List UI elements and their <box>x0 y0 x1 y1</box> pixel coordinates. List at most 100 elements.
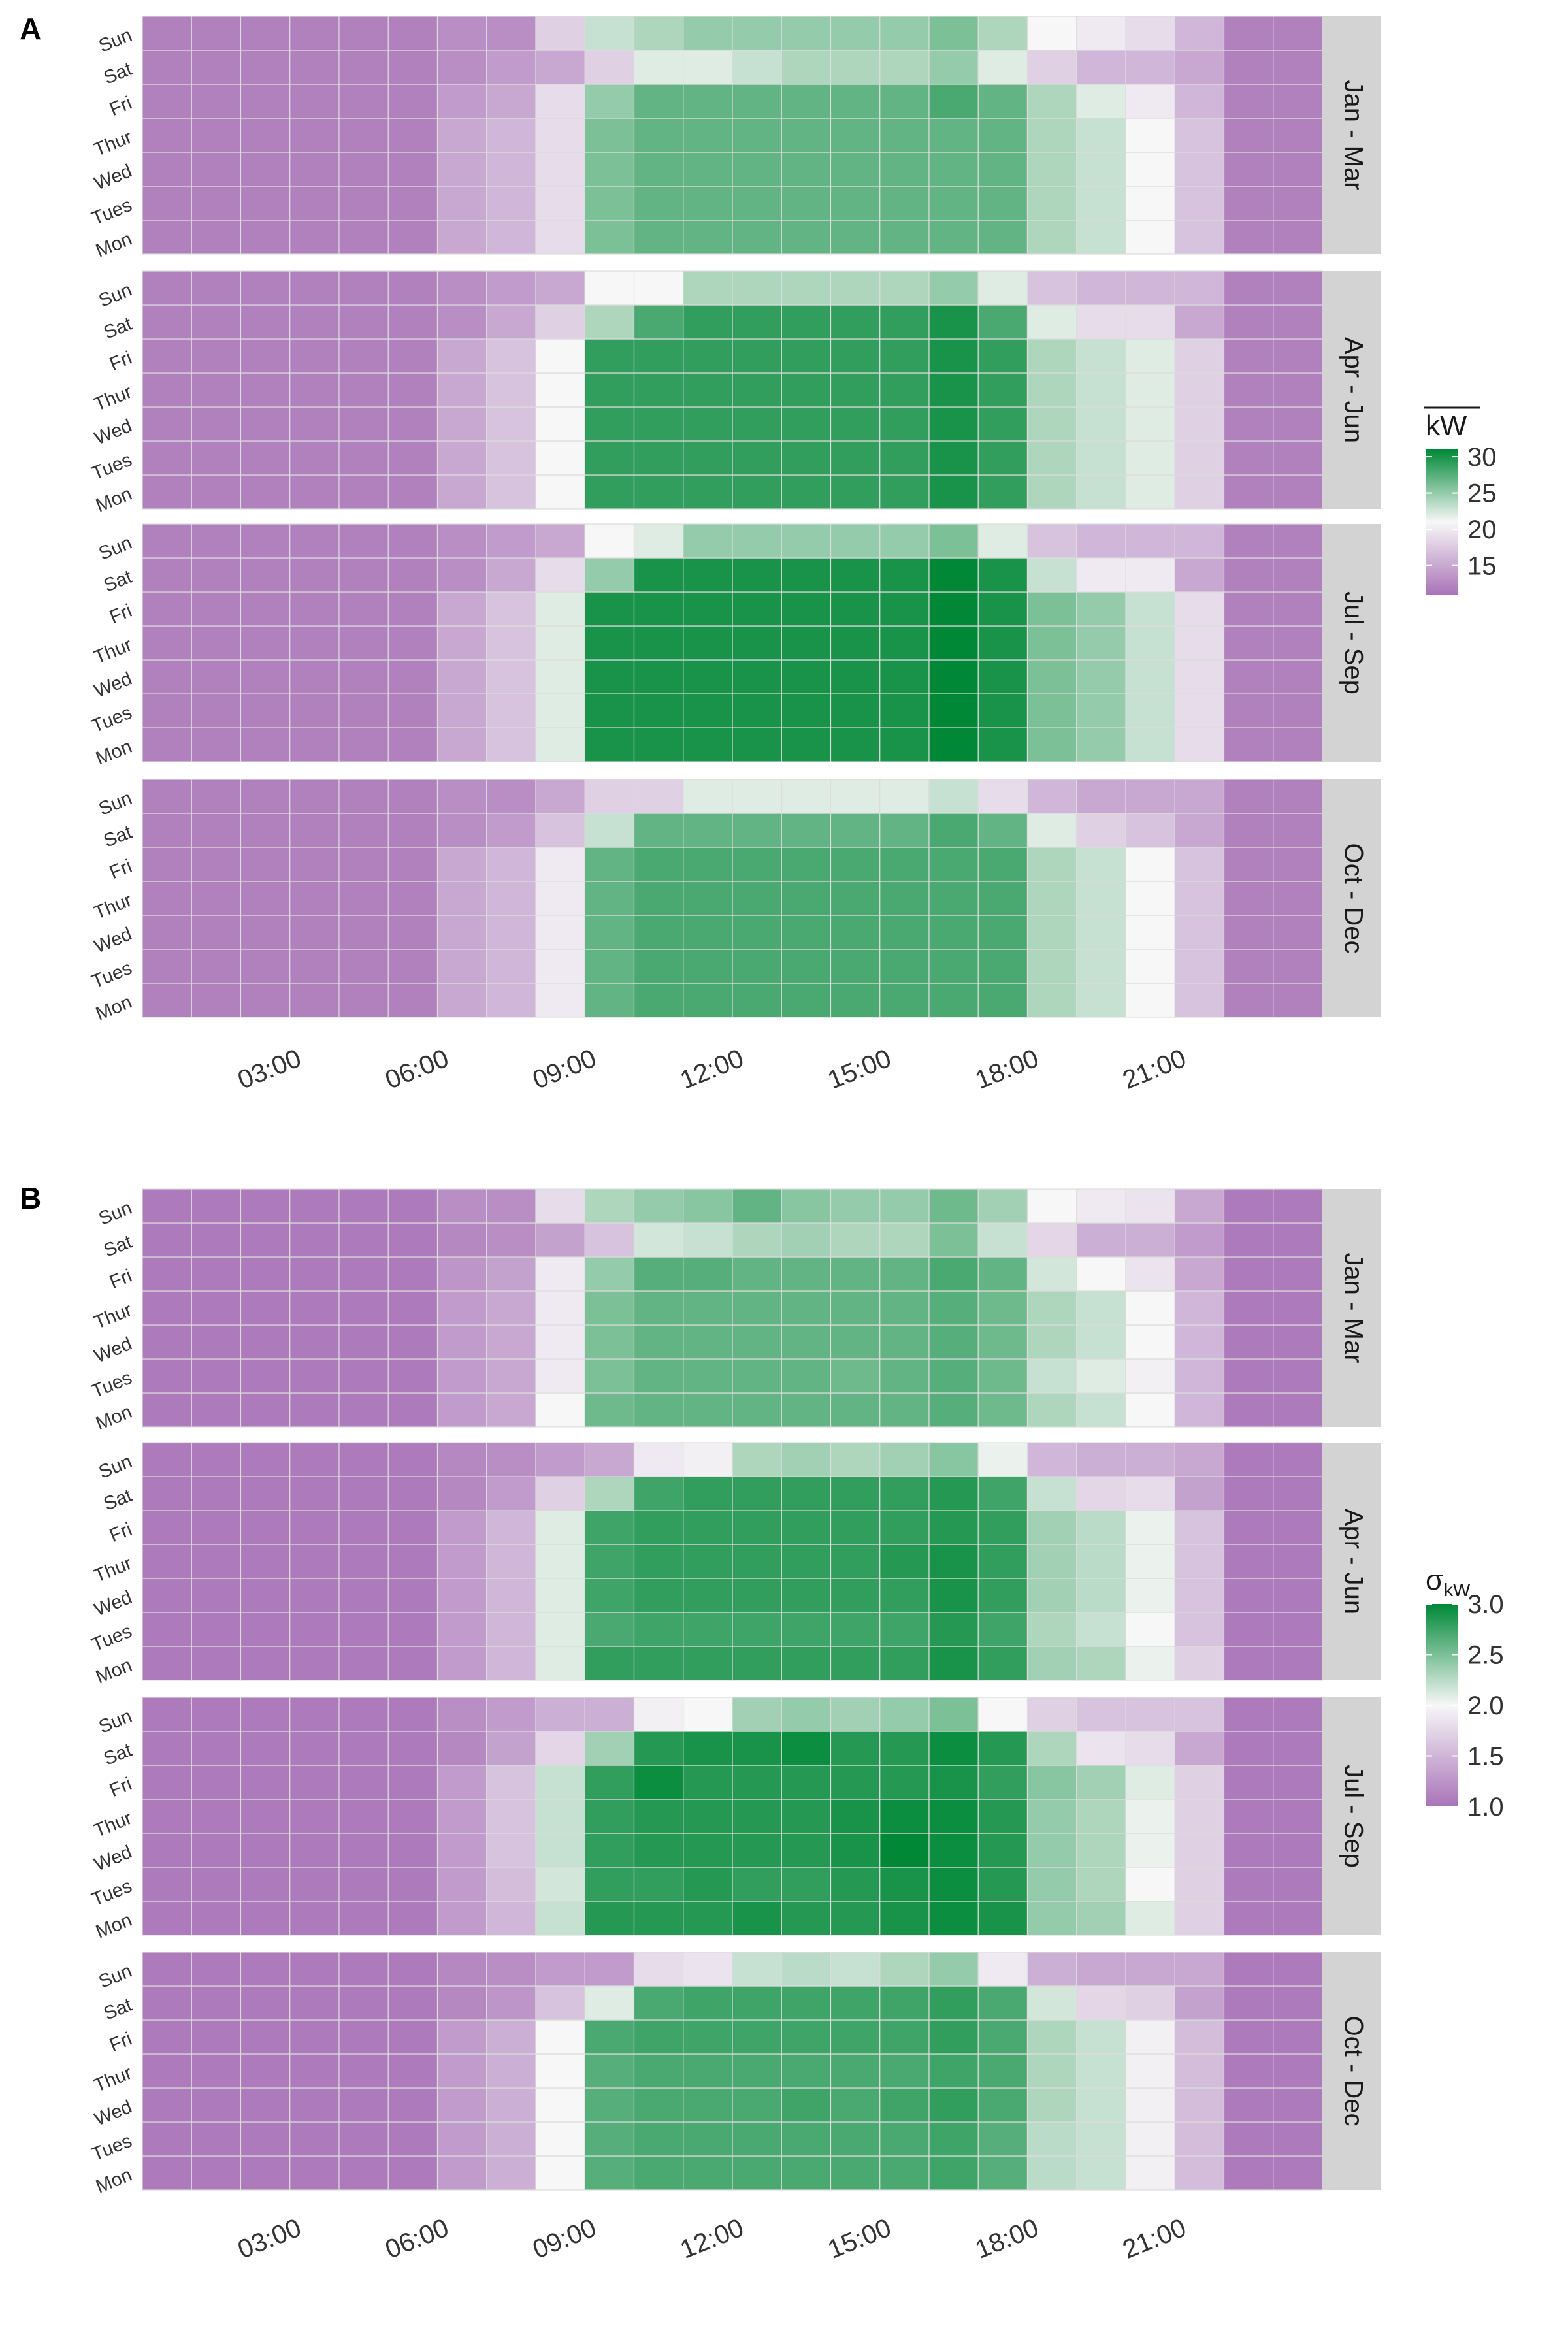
heatmap-cell <box>683 338 733 374</box>
heatmap-cell <box>1125 1731 1175 1766</box>
heatmap-cell <box>977 1697 1028 1732</box>
heatmap-cell <box>387 1510 438 1545</box>
heatmap-cell <box>240 557 291 593</box>
heatmap-cell <box>1174 372 1225 408</box>
heatmap-cell <box>289 847 340 882</box>
heatmap-cell <box>584 1731 635 1766</box>
heatmap-cell <box>928 1222 979 1258</box>
heatmap-cell <box>633 1765 684 1800</box>
heatmap-cell <box>142 2121 192 2157</box>
heatmap-cell <box>683 1833 733 1868</box>
heatmap-cell <box>879 1544 930 1579</box>
heatmap-cell <box>683 1578 733 1613</box>
heatmap-cell <box>387 1578 438 1613</box>
heatmap-cell <box>338 1188 389 1224</box>
heatmap-cell <box>1125 270 1175 306</box>
heatmap-cell <box>584 1324 635 1360</box>
facet-strip <box>1322 1952 1381 2190</box>
heatmap-cell <box>191 2155 242 2191</box>
heatmap-cell <box>338 2121 389 2157</box>
heatmap-cell <box>732 1544 782 1579</box>
heatmap-cell <box>289 1324 340 1360</box>
heatmap-cell <box>732 2053 782 2089</box>
heatmap-cell <box>928 1578 979 1613</box>
heatmap-cell <box>584 1544 635 1579</box>
heatmap-cell <box>486 1324 536 1360</box>
heatmap-cell <box>928 304 979 340</box>
heatmap-cell <box>289 1222 340 1258</box>
heatmap-cell <box>142 2087 192 2123</box>
heatmap-cell <box>535 270 585 306</box>
heatmap-cell <box>683 1799 733 1834</box>
heatmap-cell <box>387 1188 438 1224</box>
legend-title: σ <box>1426 1564 1443 1596</box>
heatmap-cell <box>486 2087 536 2123</box>
heatmap-cell <box>1273 915 1323 950</box>
heatmap-cell <box>338 1799 389 1834</box>
heatmap-cell <box>928 2121 979 2157</box>
heatmap-cell <box>928 1510 979 1545</box>
heatmap-cell <box>191 1985 242 2021</box>
heatmap-cell <box>1125 813 1175 848</box>
heatmap-cell <box>436 659 487 694</box>
heatmap-cell <box>486 2053 536 2089</box>
heatmap-cell <box>1273 152 1323 187</box>
heatmap-cell <box>436 1358 487 1394</box>
heatmap-cell <box>633 1222 684 1258</box>
y-tick-label: Fri <box>106 93 135 120</box>
heatmap-cell <box>633 2155 684 2191</box>
heatmap-cell <box>535 1222 585 1258</box>
heatmap-cell <box>486 693 536 728</box>
heatmap-cell <box>338 591 389 627</box>
heatmap-cell <box>289 1392 340 1428</box>
heatmap-cell <box>1174 2019 1225 2055</box>
heatmap-cell <box>289 1442 340 1477</box>
heatmap-cell <box>683 1358 733 1394</box>
heatmap-cell <box>1125 1510 1175 1545</box>
heatmap-cell <box>781 1510 832 1545</box>
heatmap-cell <box>289 1833 340 1868</box>
heatmap-cell <box>240 1290 291 1326</box>
heatmap-cell <box>928 1544 979 1579</box>
heatmap-cell <box>732 1867 782 1902</box>
heatmap-cell <box>1174 813 1225 848</box>
heatmap-cell <box>683 372 733 408</box>
heatmap-cell <box>387 406 438 442</box>
y-tick-label: Mon <box>93 1401 135 1435</box>
heatmap-cell <box>830 1799 881 1834</box>
heatmap-cell <box>1125 557 1175 593</box>
heatmap-cell <box>633 1985 684 2021</box>
heatmap-cell <box>928 1188 979 1224</box>
heatmap-cell <box>879 625 930 661</box>
heatmap-cell <box>781 2121 832 2157</box>
heatmap-cell <box>683 693 733 728</box>
heatmap-cell <box>633 693 684 728</box>
heatmap-cell <box>240 2121 291 2157</box>
heatmap-cell <box>535 625 585 661</box>
heatmap-cell <box>977 693 1028 728</box>
heatmap-cell <box>683 1867 733 1902</box>
heatmap-cell <box>977 1290 1028 1326</box>
heatmap-cell <box>1076 372 1126 408</box>
heatmap-cell <box>830 118 881 153</box>
heatmap-cell <box>387 557 438 593</box>
y-tick-label: Tues <box>89 958 135 992</box>
heatmap-cell <box>879 1222 930 1258</box>
heatmap-cell <box>387 591 438 627</box>
heatmap-cell <box>633 881 684 916</box>
heatmap-cell <box>1076 50 1126 85</box>
heatmap-cell <box>781 625 832 661</box>
heatmap-cell <box>879 1358 930 1394</box>
heatmap-cell <box>289 2053 340 2089</box>
heatmap-cell <box>879 1256 930 1292</box>
heatmap-cell <box>928 372 979 408</box>
heatmap-cell <box>240 1612 291 1647</box>
heatmap-cell <box>191 1324 242 1360</box>
heatmap-cell <box>683 915 733 950</box>
heatmap-cell <box>142 220 192 255</box>
heatmap-cell <box>928 1256 979 1292</box>
heatmap-cell <box>1174 220 1225 255</box>
heatmap-cell <box>1026 1222 1077 1258</box>
